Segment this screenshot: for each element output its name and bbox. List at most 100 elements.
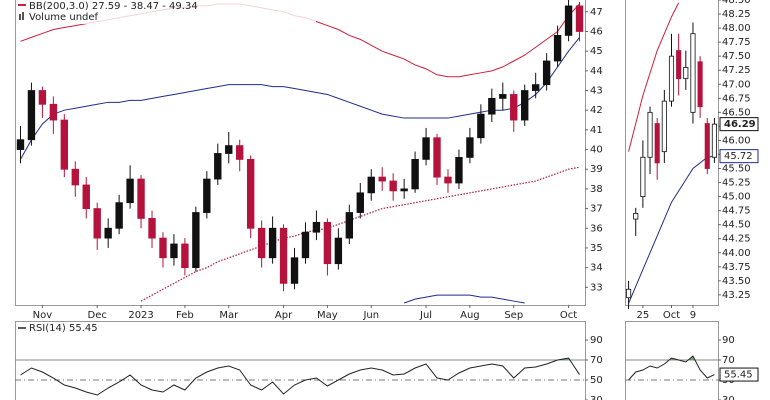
candle-body (312, 221, 321, 233)
candle-body (334, 237, 343, 265)
candle-body (225, 145, 233, 154)
zoom-rsi-panel-frame (625, 321, 719, 400)
value-tag: 55.45 (724, 370, 753, 381)
candle-body (268, 227, 277, 259)
candle-body (104, 227, 112, 239)
legend-box (16, 0, 316, 24)
y-tick-label: 44.50 (722, 220, 751, 231)
candle-body (647, 111, 653, 158)
candle-body (170, 243, 178, 259)
candle-body (531, 84, 540, 91)
y-tick-label: 44.75 (722, 206, 751, 217)
candle-body (683, 67, 689, 80)
y-tick-label: 42 (590, 105, 603, 116)
x-tick-label: Feb (176, 310, 194, 321)
rsi-line (20, 357, 580, 396)
candle-body (115, 202, 123, 229)
candle-body (466, 137, 474, 158)
y-tick-label: 47.50 (722, 51, 751, 62)
candle-body (542, 60, 551, 86)
candle-body (521, 90, 529, 121)
candle-body (626, 288, 632, 299)
y-tick-label: 43 (590, 86, 603, 97)
x-tick-label: Mar (219, 310, 239, 321)
y-tick-label: 33 (590, 282, 603, 293)
candle-body (654, 123, 660, 164)
y-tick-label: 46 (590, 26, 603, 37)
candle-body (16, 139, 25, 150)
band-middle (628, 155, 715, 304)
candle-body (433, 137, 441, 178)
candle-body (422, 137, 430, 160)
y-tick-label: 44.00 (722, 248, 751, 259)
y-tick-label: 47.00 (722, 79, 751, 90)
y-tick-label: 37 (590, 204, 603, 215)
y-tick-label: 46.50 (722, 107, 751, 118)
y-tick-label: 46.75 (722, 93, 751, 104)
candle-body (661, 100, 667, 153)
candle-body (60, 119, 69, 170)
candle-body (640, 156, 646, 197)
candle-body (290, 257, 299, 284)
legend-label: BB(200,3.0) 27.59 - 38.47 - 49.34 (29, 1, 198, 12)
band-upper (628, 2, 680, 152)
candle-body (633, 213, 639, 220)
y-tick-label: 47 (590, 7, 603, 18)
candle-body (400, 188, 408, 192)
candle-body (455, 157, 463, 184)
legend-icon (22, 12, 24, 20)
y-tick-label: 45.00 (722, 192, 751, 203)
y-tick-label: 34 (590, 263, 603, 274)
y-tick-label: 43.50 (722, 276, 751, 287)
y-tick-label: 45 (590, 46, 603, 57)
price-panel-frame (15, 0, 586, 306)
candle-body (389, 180, 397, 192)
x-tick-label: 9 (690, 310, 696, 321)
x-tick-label: Oct (560, 310, 577, 321)
candle-body (126, 178, 134, 204)
candle-body (181, 243, 189, 269)
y-tick-label: 48.25 (722, 9, 751, 20)
y-tick-label: 47.25 (722, 65, 751, 76)
candle-body (711, 123, 717, 158)
x-tick-label: Aug (460, 310, 480, 321)
band-lower (403, 294, 525, 304)
value-tag-box (719, 367, 759, 382)
y-tick-label: 90 (722, 335, 735, 346)
candle-body (345, 212, 354, 239)
y-tick-label: 45.25 (722, 178, 751, 189)
y-tick-label: 43.75 (722, 262, 751, 273)
y-tick-label: 35 (590, 243, 603, 254)
value-tag: 46.29 (724, 119, 756, 130)
y-tick-label: 36 (590, 223, 603, 234)
y-tick-label: 44 (590, 66, 603, 77)
candle-body (575, 5, 584, 32)
x-tick-label: Oct (663, 310, 680, 321)
legend-label: Volume undef (29, 12, 99, 23)
x-tick-label: 2023 (128, 310, 153, 321)
x-tick-label: May (317, 310, 338, 321)
candle-body (82, 184, 90, 209)
rsi-label: RSI(14) 55.45 (29, 323, 98, 334)
value-tag-box (719, 149, 759, 164)
y-tick-label: 45.50 (722, 164, 751, 175)
y-tick-label: 90 (590, 335, 603, 346)
x-tick-label: Apr (275, 310, 293, 321)
candle-body (214, 153, 222, 180)
y-tick-label: 44.25 (722, 234, 751, 245)
candle-body (668, 55, 675, 102)
candle-body (236, 145, 244, 160)
y-tick-label: 47.75 (722, 37, 751, 48)
x-tick-label: Nov (33, 310, 53, 321)
y-tick-label: 48.50 (722, 0, 751, 6)
candle-body (378, 176, 386, 182)
candle-body (444, 176, 452, 184)
candle-body (257, 227, 266, 259)
x-tick-label: Jul (419, 310, 432, 321)
x-tick-label: Jun (362, 310, 379, 321)
y-tick-label: 48.00 (722, 23, 751, 34)
candle-body (71, 168, 79, 186)
y-tick-label: 50 (590, 375, 603, 386)
